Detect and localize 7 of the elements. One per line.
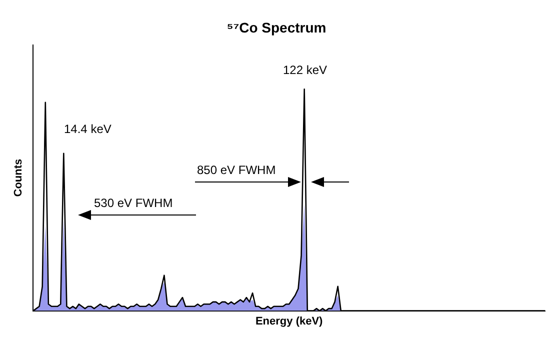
annotation: 530 eV FWHM [94, 196, 173, 210]
y-axis-title: Counts [12, 158, 25, 197]
x-axis-title: Energy (keV) [255, 315, 324, 328]
text: 122 keV [282, 63, 328, 77]
annotation: 14.4 keV [64, 122, 112, 136]
annotation: 850 eV FWHM [197, 163, 276, 177]
chart-title: ⁵⁷Co Spectrum [226, 19, 326, 36]
